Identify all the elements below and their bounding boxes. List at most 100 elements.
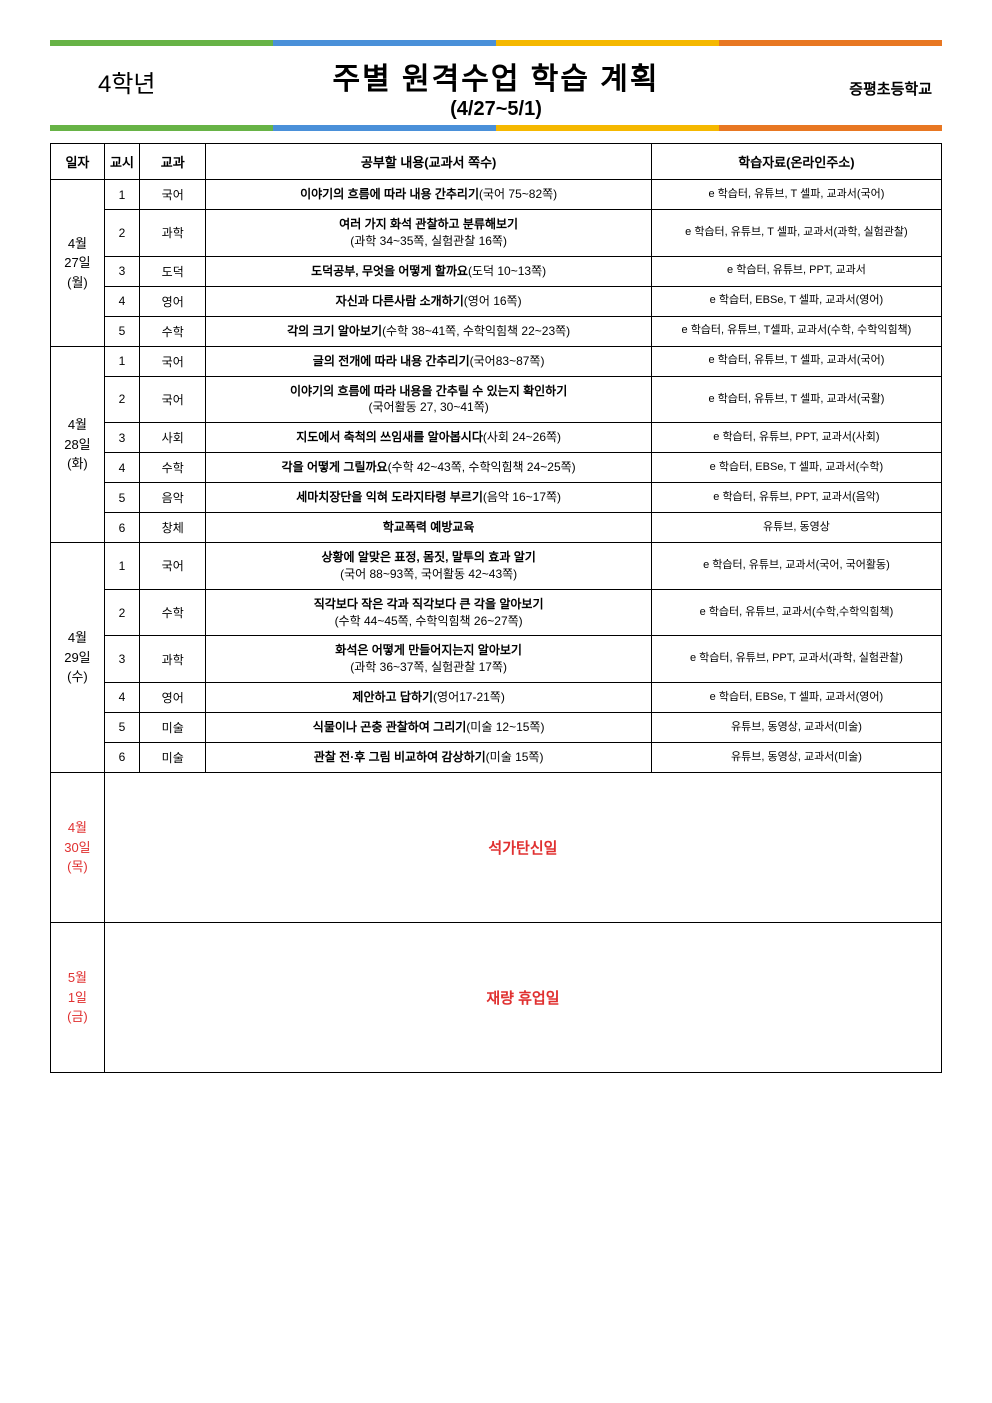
date-cell: 4월30일(목) [51,772,105,922]
date-cell: 5월1일(금) [51,922,105,1072]
period-cell: 2 [104,589,139,636]
subject-cell: 창체 [140,513,206,543]
period-cell: 4 [104,286,139,316]
subject-cell: 과학 [140,636,206,683]
content-cell: 여러 가지 화석 관찰하고 분류해보기(과학 34~35쪽, 실험관찰 16쪽) [206,210,652,257]
materials-cell: e 학습터, 유튜브, PPT, 교과서 [651,256,941,286]
subject-cell: 영어 [140,286,206,316]
content-cell: 지도에서 축척의 쓰임새를 알아봅시다(사회 24~26쪽) [206,423,652,453]
header-content: 4학년 주별 원격수업 학습 계획 (4/27~5/1) 증평초등학교 [50,46,942,125]
period-cell: 2 [104,376,139,423]
subject-cell: 수학 [140,453,206,483]
period-cell: 2 [104,210,139,257]
content-cell: 자신과 다른사람 소개하기(영어 16쪽) [206,286,652,316]
materials-cell: 유튜브, 동영상, 교과서(미술) [651,712,941,742]
table-row: 5수학각의 크기 알아보기(수학 38~41쪽, 수학익힘책 22~23쪽)e … [51,316,942,346]
holiday-label: 석가탄신일 [104,772,941,922]
date-range: (4/27~5/1) [332,98,659,121]
materials-cell: e 학습터, 유튜브, T 셀파, 교과서(국어) [651,180,941,210]
subject-cell: 사회 [140,423,206,453]
school-name: 증평초등학교 [849,78,932,99]
table-row: 5음악세마치장단을 익혀 도라지타령 부르기(음악 16~17쪽)e 학습터, … [51,483,942,513]
materials-cell: e 학습터, 유튜브, PPT, 교과서(과학, 실험관찰) [651,636,941,683]
bar-b1 [50,125,273,131]
subject-cell: 수학 [140,589,206,636]
period-cell: 1 [104,543,139,590]
materials-cell: e 학습터, EBSe, T 셀파, 교과서(영어) [651,682,941,712]
table-row: 2과학여러 가지 화석 관찰하고 분류해보기(과학 34~35쪽, 실험관찰 1… [51,210,942,257]
materials-cell: 유튜브, 동영상, 교과서(미술) [651,742,941,772]
materials-cell: e 학습터, 유튜브, 교과서(수학,수학익힘책) [651,589,941,636]
table-row: 3과학화석은 어떻게 만들어지는지 알아보기(과학 36~37쪽, 실험관찰 1… [51,636,942,683]
period-cell: 5 [104,316,139,346]
content-cell: 관찰 전·후 그림 비교하여 감상하기(미술 15쪽) [206,742,652,772]
subject-cell: 과학 [140,210,206,257]
holiday-row: 4월30일(목)석가탄신일 [51,772,942,922]
col-content-header: 공부할 내용(교과서 쪽수) [206,144,652,180]
table-row: 4수학각을 어떻게 그릴까요(수학 42~43쪽, 수학익힘책 24~25쪽)e… [51,453,942,483]
subject-cell: 국어 [140,180,206,210]
content-cell: 각을 어떻게 그릴까요(수학 42~43쪽, 수학익힘책 24~25쪽) [206,453,652,483]
date-cell: 4월27일(월) [51,180,105,347]
subject-cell: 국어 [140,346,206,376]
period-cell: 1 [104,346,139,376]
header-row: 일자 교시 교과 공부할 내용(교과서 쪽수) 학습자료(온라인주소) [51,144,942,180]
table-row: 2수학직각보다 작은 각과 직각보다 큰 각을 알아보기(수학 44~45쪽, … [51,589,942,636]
subject-cell: 도덕 [140,256,206,286]
title-wrap: 주별 원격수업 학습 계획 (4/27~5/1) [332,54,659,121]
content-cell: 각의 크기 알아보기(수학 38~41쪽, 수학익힘책 22~23쪽) [206,316,652,346]
table-row: 6창체학교폭력 예방교육유튜브, 동영상 [51,513,942,543]
content-cell: 세마치장단을 익혀 도라지타령 부르기(음악 16~17쪽) [206,483,652,513]
materials-cell: e 학습터, EBSe, T 셀파, 교과서(영어) [651,286,941,316]
content-cell: 글의 전개에 따라 내용 간추리기(국어83~87쪽) [206,346,652,376]
date-cell: 4월29일(수) [51,543,105,773]
table-row: 3도덕도덕공부, 무엇을 어떻게 할까요(도덕 10~13쪽)e 학습터, 유튜… [51,256,942,286]
holiday-label: 재량 휴업일 [104,922,941,1072]
date-cell: 4월28일(화) [51,346,105,543]
period-cell: 6 [104,742,139,772]
materials-cell: e 학습터, 유튜브, PPT, 교과서(사회) [651,423,941,453]
period-cell: 4 [104,682,139,712]
page-root: 4학년 주별 원격수업 학습 계획 (4/27~5/1) 증평초등학교 일자 교… [50,40,942,1073]
table-row: 4영어자신과 다른사람 소개하기(영어 16쪽)e 학습터, EBSe, T 셀… [51,286,942,316]
content-cell: 도덕공부, 무엇을 어떻게 할까요(도덕 10~13쪽) [206,256,652,286]
holiday-row: 5월1일(금)재량 휴업일 [51,922,942,1072]
period-cell: 3 [104,636,139,683]
period-cell: 1 [104,180,139,210]
bar-b4 [719,125,942,131]
subject-cell: 수학 [140,316,206,346]
content-cell: 제안하고 답하기(영어17-21쪽) [206,682,652,712]
materials-cell: 유튜브, 동영상 [651,513,941,543]
table-row: 4월29일(수)1국어상황에 알맞은 표정, 몸짓, 말투의 효과 알기(국어 … [51,543,942,590]
bar-b3 [496,125,719,131]
content-cell: 직각보다 작은 각과 직각보다 큰 각을 알아보기(수학 44~45쪽, 수학익… [206,589,652,636]
content-cell: 이야기의 흐름에 따라 내용 간추리기(국어 75~82쪽) [206,180,652,210]
materials-cell: e 학습터, 유튜브, T 셀파, 교과서(국어) [651,346,941,376]
period-cell: 5 [104,712,139,742]
materials-cell: e 학습터, EBSe, T 셀파, 교과서(수학) [651,453,941,483]
content-cell: 화석은 어떻게 만들어지는지 알아보기(과학 36~37쪽, 실험관찰 17쪽) [206,636,652,683]
table-row: 4영어제안하고 답하기(영어17-21쪽)e 학습터, EBSe, T 셀파, … [51,682,942,712]
table-row: 4월27일(월)1국어이야기의 흐름에 따라 내용 간추리기(국어 75~82쪽… [51,180,942,210]
period-cell: 5 [104,483,139,513]
subject-cell: 미술 [140,712,206,742]
schedule-table: 일자 교시 교과 공부할 내용(교과서 쪽수) 학습자료(온라인주소) 4월27… [50,143,942,1073]
materials-cell: e 학습터, 유튜브, 교과서(국어, 국어활동) [651,543,941,590]
content-cell: 학교폭력 예방교육 [206,513,652,543]
content-cell: 이야기의 흐름에 따라 내용을 간추릴 수 있는지 확인하기(국어활동 27, … [206,376,652,423]
subject-cell: 음악 [140,483,206,513]
period-cell: 3 [104,423,139,453]
materials-cell: e 학습터, 유튜브, T 셀파, 교과서(과학, 실험관찰) [651,210,941,257]
period-cell: 3 [104,256,139,286]
period-cell: 6 [104,513,139,543]
header: 4학년 주별 원격수업 학습 계획 (4/27~5/1) 증평초등학교 [50,40,942,131]
table-body: 4월27일(월)1국어이야기의 흐름에 따라 내용 간추리기(국어 75~82쪽… [51,180,942,1073]
col-materials-header: 학습자료(온라인주소) [651,144,941,180]
table-row: 2국어이야기의 흐름에 따라 내용을 간추릴 수 있는지 확인하기(국어활동 2… [51,376,942,423]
col-subject-header: 교과 [140,144,206,180]
col-period-header: 교시 [104,144,139,180]
materials-cell: e 학습터, 유튜브, PPT, 교과서(음악) [651,483,941,513]
page-title: 주별 원격수업 학습 계획 [332,54,659,98]
materials-cell: e 학습터, 유튜브, T 셀파, 교과서(국활) [651,376,941,423]
subject-cell: 국어 [140,543,206,590]
